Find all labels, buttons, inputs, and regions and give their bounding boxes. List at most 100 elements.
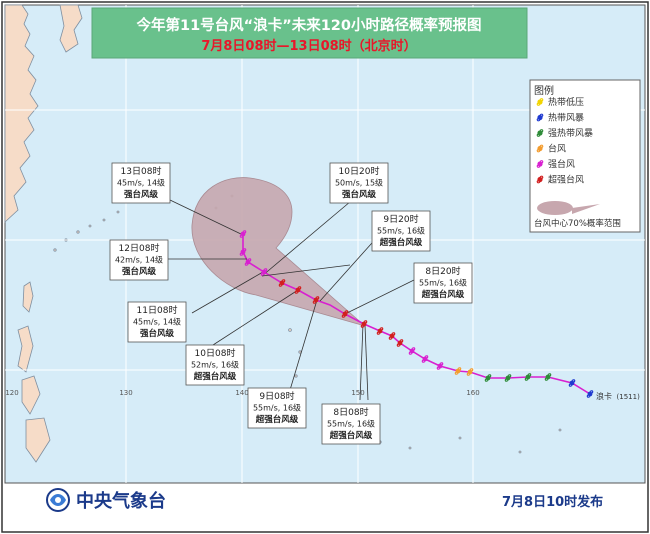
track-point [278,279,286,287]
legend-label: 热带风暴 [548,112,584,124]
legend-marker-icon [537,99,543,105]
title-date-range: 7月8日08时—13日08时（北京时） [201,38,416,54]
graticule [5,5,645,483]
longitude-label: 140 [235,389,248,397]
track-point [294,286,302,294]
forecast-time: 11日08时 [137,304,178,316]
forecast-grade: 超强台风级 [329,430,373,441]
longitude-label: 160 [466,389,479,397]
track-point [388,332,396,340]
probability-cone [191,177,366,327]
forecast-wind: 52m/s, 16级 [191,360,239,370]
track-point [341,310,349,318]
track-point [504,374,512,382]
track-line [242,234,591,395]
legend-label: 台风 [548,143,566,155]
legend-title: 图例 [534,84,554,97]
title-main: 今年第11号台风“浪卡”未来120小时路径概率预报图 [135,16,481,34]
forecast-wind: 42m/s, 14级 [115,255,163,265]
forecast-grade: 强台风级 [140,328,175,339]
forecast-grade: 超强台风级 [255,414,299,425]
forecast-time: 9日08时 [259,390,294,402]
land-masses [4,4,562,463]
leader-lines [167,195,415,401]
forecast-time: 13日08时 [121,165,162,177]
track-point [408,347,416,355]
forecast-wind: 55m/s, 16级 [419,278,467,288]
track-point [524,373,532,381]
track-point [239,248,247,256]
forecast-time: 12日08时 [119,242,160,254]
track-point [244,258,252,266]
longitude-label: 130 [119,389,132,397]
title-background [91,7,528,59]
forecast-time: 8日20时 [425,265,460,277]
track-point [466,368,474,376]
legend-label: 强热带风暴 [548,127,593,139]
forecast-wind: 55m/s, 16级 [253,403,301,413]
track-point [360,320,368,328]
legend-item: 强台风 [536,158,575,170]
legend-item: 强热带风暴 [536,127,593,139]
track-point [436,362,444,370]
forecast-grade: 超强台风级 [379,237,423,248]
longitude-label: 150 [351,389,364,397]
legend-cone-label: 台风中心70%概率范围 [534,218,621,229]
forecast-time: 10日20时 [339,165,380,177]
philippines-south [25,417,51,463]
track-point [376,327,384,335]
taiwan-island [22,281,34,313]
issue-time: 7月8日10时发布 [502,494,603,510]
legend-marker-icon [537,114,543,121]
agency-name: 中央气象台 [76,490,166,512]
legend-cone-swatch [537,201,573,215]
typhoon-code: (1511) [617,393,641,401]
track-point [568,379,576,387]
forecast-grade: 强台风级 [124,189,159,200]
track-point [239,230,247,238]
forecast-time: 8日08时 [333,406,368,418]
cma-logo-icon [46,488,70,512]
forecast-time: 10日08时 [195,347,236,359]
typhoon-name-label: 浪卡 (1511) [596,391,640,401]
mainland-coast [4,4,39,223]
legend-item: 超强台风 [536,174,584,186]
philippines-north [17,325,34,373]
legend-marker-icon [537,161,543,167]
forecast-wind: 45m/s, 14级 [133,317,181,327]
forecast-grade: 强台风级 [342,189,377,200]
track-point [544,373,552,381]
philippines-central [21,375,41,415]
typhoon-name: 浪卡 [596,391,612,401]
track-point [484,374,492,382]
legend-cone-tail [572,204,600,214]
legend-label: 强台风 [548,158,575,170]
legend-marker-icon [537,130,543,136]
longitude-label: 120 [5,389,18,397]
forecast-wind: 55m/s, 16级 [377,226,425,236]
legend-marker-icon [537,176,543,183]
forecast-wind: 50m/s, 15级 [335,178,383,188]
forecast-wind: 45m/s, 14级 [117,178,165,188]
legend-item: 台风 [536,143,566,155]
forecast-time: 9日20时 [383,213,418,225]
track-point [586,390,594,398]
track-point [396,339,404,347]
legend-marker-icon [537,145,543,152]
legend-item: 热带低压 [536,96,584,108]
track-point [454,367,462,375]
track-point [312,296,320,304]
